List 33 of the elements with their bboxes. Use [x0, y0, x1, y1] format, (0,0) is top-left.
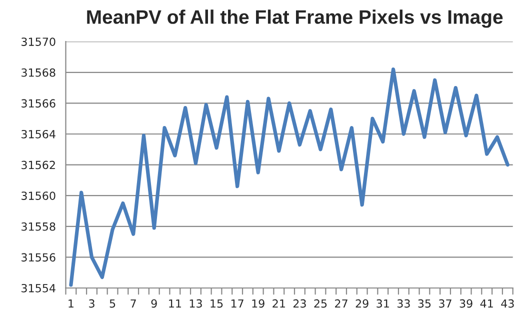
x-tick-label: 31 [376, 299, 389, 308]
x-tick-label: 21 [272, 299, 285, 308]
y-tick-label: 31570 [22, 38, 56, 46]
y-tick-label: 31554 [22, 284, 56, 292]
x-tick-label: 39 [460, 299, 472, 308]
x-tick-label: 5 [110, 299, 116, 308]
y-tick-label: 31556 [22, 253, 56, 262]
x-tick-label: 15 [210, 299, 223, 308]
x-tick-label: 25 [314, 299, 327, 308]
line-series [69, 68, 510, 287]
x-tick-label: 7 [130, 299, 136, 308]
y-tick-label: 31564 [22, 130, 56, 138]
x-tick-label: 43 [501, 299, 514, 308]
x-tick-label: 17 [231, 299, 244, 308]
x-tick-label: 35 [418, 299, 431, 308]
x-tick-label: 33 [397, 299, 410, 308]
x-tick-label: 29 [356, 299, 368, 308]
x-tick-label: 3 [89, 299, 94, 308]
x-tick-label: 23 [293, 299, 306, 308]
x-tick-label: 37 [439, 299, 452, 308]
y-tick-label: 31558 [22, 222, 56, 231]
y-tick-label: 31562 [22, 160, 55, 170]
x-tick-label: 13 [190, 299, 202, 308]
y-tick-label: 31568 [22, 68, 56, 77]
x-tick-label: 11 [169, 299, 181, 308]
x-tick-label: 19 [252, 299, 264, 308]
chart-title: MeanPV of All the Flat Frame Pixels vs Image [87, 10, 503, 28]
x-tick-label: 27 [335, 299, 348, 308]
x-tick-label: 9 [151, 299, 157, 308]
x-tick-label: 41 [480, 299, 493, 308]
y-tick-label: 31560 [22, 192, 56, 200]
y-tick-label: 31566 [22, 99, 56, 108]
x-tick-label: 1 [68, 299, 74, 308]
